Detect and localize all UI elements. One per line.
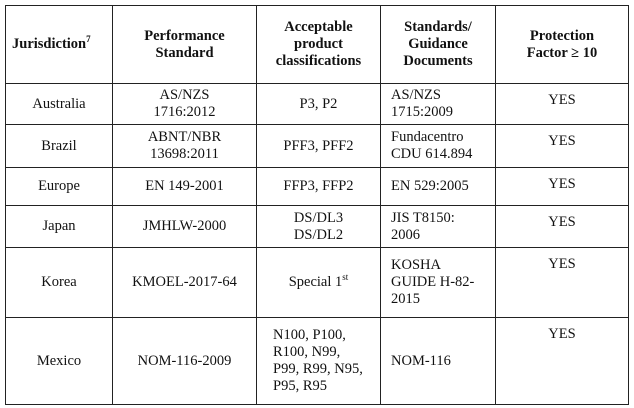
- cell-text: JMHLW-2000: [142, 218, 227, 234]
- table-cell: Australia: [5, 83, 113, 125]
- cell-text: Europe: [38, 178, 80, 194]
- cell-text: classifications: [275, 53, 362, 69]
- table-cell: YES: [495, 247, 629, 318]
- cell-text: Fundacentro: [391, 129, 464, 145]
- cell-text: 1716:2012: [153, 104, 216, 120]
- table-cell: NOM-116-2009: [112, 317, 257, 405]
- cell-text: Protection: [529, 27, 595, 44]
- table: Jurisdiction7 Performance Standard Acceptab…: [5, 5, 629, 405]
- table-cell: AS/NZS 1715:2009: [380, 83, 496, 125]
- table-row: Australia AS/NZS 1716:2012 P3, P2 AS/NZS 1715…: [5, 83, 629, 125]
- cell-text: KOSHA: [391, 257, 441, 273]
- table-cell: AS/NZS 1716:2012: [112, 83, 257, 125]
- table-row: Korea KMOEL-2017-64 Special 1st KOSHA GUIDE …: [5, 247, 629, 318]
- table-cell: PFF3, PFF2: [256, 124, 381, 168]
- table-body: Australia AS/NZS 1716:2012 P3, P2 AS/NZS 1715…: [5, 83, 629, 405]
- table-cell: Mexico: [5, 317, 113, 405]
- table-cell: EN 149-2001: [112, 167, 257, 206]
- cell-text: YES: [548, 133, 576, 149]
- cell-text: 13698:2011: [150, 146, 219, 162]
- cell-text: Korea: [41, 274, 77, 290]
- table-cell: Special 1st: [256, 247, 381, 318]
- cell-text: P3, P2: [299, 95, 338, 112]
- header-cell: Jurisdiction7: [5, 5, 113, 84]
- table-cell: YES: [495, 317, 629, 405]
- table-cell: JMHLW-2000: [112, 205, 257, 248]
- cell-text: YES: [548, 176, 576, 192]
- cell-text: Japan: [42, 218, 76, 234]
- header-row: Jurisdiction7 Performance Standard Acceptab…: [5, 5, 629, 84]
- header-cell: Performance Standard: [112, 5, 257, 84]
- table-cell: N100, P100, R100, N99, P99, R99, N95, P95, …: [256, 317, 381, 405]
- cell-text: FFP3, FFP2: [283, 178, 354, 194]
- table-cell: P3, P2: [256, 83, 381, 125]
- table-cell: YES: [495, 205, 629, 248]
- cell-text: YES: [548, 214, 576, 230]
- cell-text: YES: [548, 92, 576, 108]
- table-cell: YES: [495, 83, 629, 125]
- table-cell: Europe: [5, 167, 113, 206]
- cell-text: NOM-116-2009: [137, 352, 232, 369]
- table-cell: KMOEL-2017-64: [112, 247, 257, 318]
- cell-text: KMOEL-2017-64: [132, 274, 237, 290]
- table-cell: FFP3, FFP2: [256, 167, 381, 206]
- superscript: 7: [86, 34, 91, 45]
- cell-text: 2006: [391, 226, 420, 243]
- header-cell: Acceptable product classifications: [256, 5, 381, 84]
- table-cell: Japan: [5, 205, 113, 248]
- table-cell: EN 529:2005: [380, 167, 496, 206]
- table-cell: Brazil: [5, 124, 113, 168]
- cell-text: AS/NZS: [159, 87, 210, 103]
- cell-text: ABNT/NBR: [147, 129, 222, 145]
- table-cell: DS/DL3 DS/DL2: [256, 205, 381, 248]
- table-cell: JIS T8150: 2006: [380, 205, 496, 248]
- table-cell: ABNT/NBR 13698:2011: [112, 124, 257, 168]
- table-row: Europe EN 149-2001 FFP3, FFP2 EN 529:2005 YE…: [5, 167, 629, 206]
- table-cell: KOSHA GUIDE H-82- 2015: [380, 247, 496, 318]
- cell-text: N100, P100,: [273, 327, 346, 343]
- table-row: Mexico NOM-116-2009 N100, P100, R100, N99, P…: [5, 317, 629, 405]
- table-cell: YES: [495, 124, 629, 168]
- cell-text: EN 529:2005: [391, 178, 469, 194]
- cell-text: Special 1: [288, 274, 343, 290]
- cell-text: EN 149-2001: [145, 178, 224, 194]
- cell-text: Brazil: [41, 137, 77, 154]
- cell-text: Mexico: [36, 352, 82, 369]
- cell-text: DS/DL3: [293, 209, 344, 226]
- table-cell: NOM-116: [380, 317, 496, 405]
- cell-text: Acceptable: [284, 19, 353, 35]
- cell-text: Australia: [32, 95, 86, 112]
- table-row: Japan JMHLW-2000 DS/DL3 DS/DL2 JIS T8150: 200…: [5, 205, 629, 248]
- cell-text: Standards/: [404, 19, 472, 35]
- cell-text: P99, R99, N95,: [273, 361, 363, 377]
- cell-text: PFF3, PFF2: [283, 137, 354, 154]
- cell-text: Jurisdiction: [12, 36, 87, 52]
- cell-text: product: [294, 36, 343, 52]
- cell-text: 1715:2009: [391, 104, 454, 120]
- cell-text: Factor ≥ 10: [526, 44, 598, 61]
- cell-text: YES: [548, 256, 576, 272]
- cell-text: R100, N99,: [273, 344, 341, 360]
- table-cell: YES: [495, 167, 629, 206]
- table-cell: Fundacentro CDU 614.894: [380, 124, 496, 168]
- cell-text: Documents: [403, 53, 473, 69]
- cell-text: YES: [548, 326, 576, 342]
- cell-text: 2015: [391, 291, 420, 307]
- table-row: Brazil ABNT/NBR 13698:2011 PFF3, PFF2 Fundac…: [5, 124, 629, 168]
- cell-text: Standard: [155, 44, 214, 61]
- header-cell: Standards/Guidance Documents: [380, 5, 496, 84]
- cell-text: Performance: [144, 27, 225, 44]
- cell-text: JIS T8150:: [391, 209, 455, 226]
- cell-text: CDU 614.894: [391, 146, 473, 162]
- header-cell: Protection Factor ≥ 10: [495, 5, 629, 84]
- cell-text: Guidance: [408, 36, 468, 52]
- cell-text: DS/DL2: [293, 226, 344, 243]
- cell-text: P95, R95: [273, 378, 327, 394]
- cell-text: GUIDE H-82-: [391, 274, 475, 290]
- superscript: st: [342, 272, 349, 283]
- cell-text: AS/NZS: [391, 87, 441, 103]
- cell-text: NOM-116: [391, 352, 451, 369]
- table-cell: Korea: [5, 247, 113, 318]
